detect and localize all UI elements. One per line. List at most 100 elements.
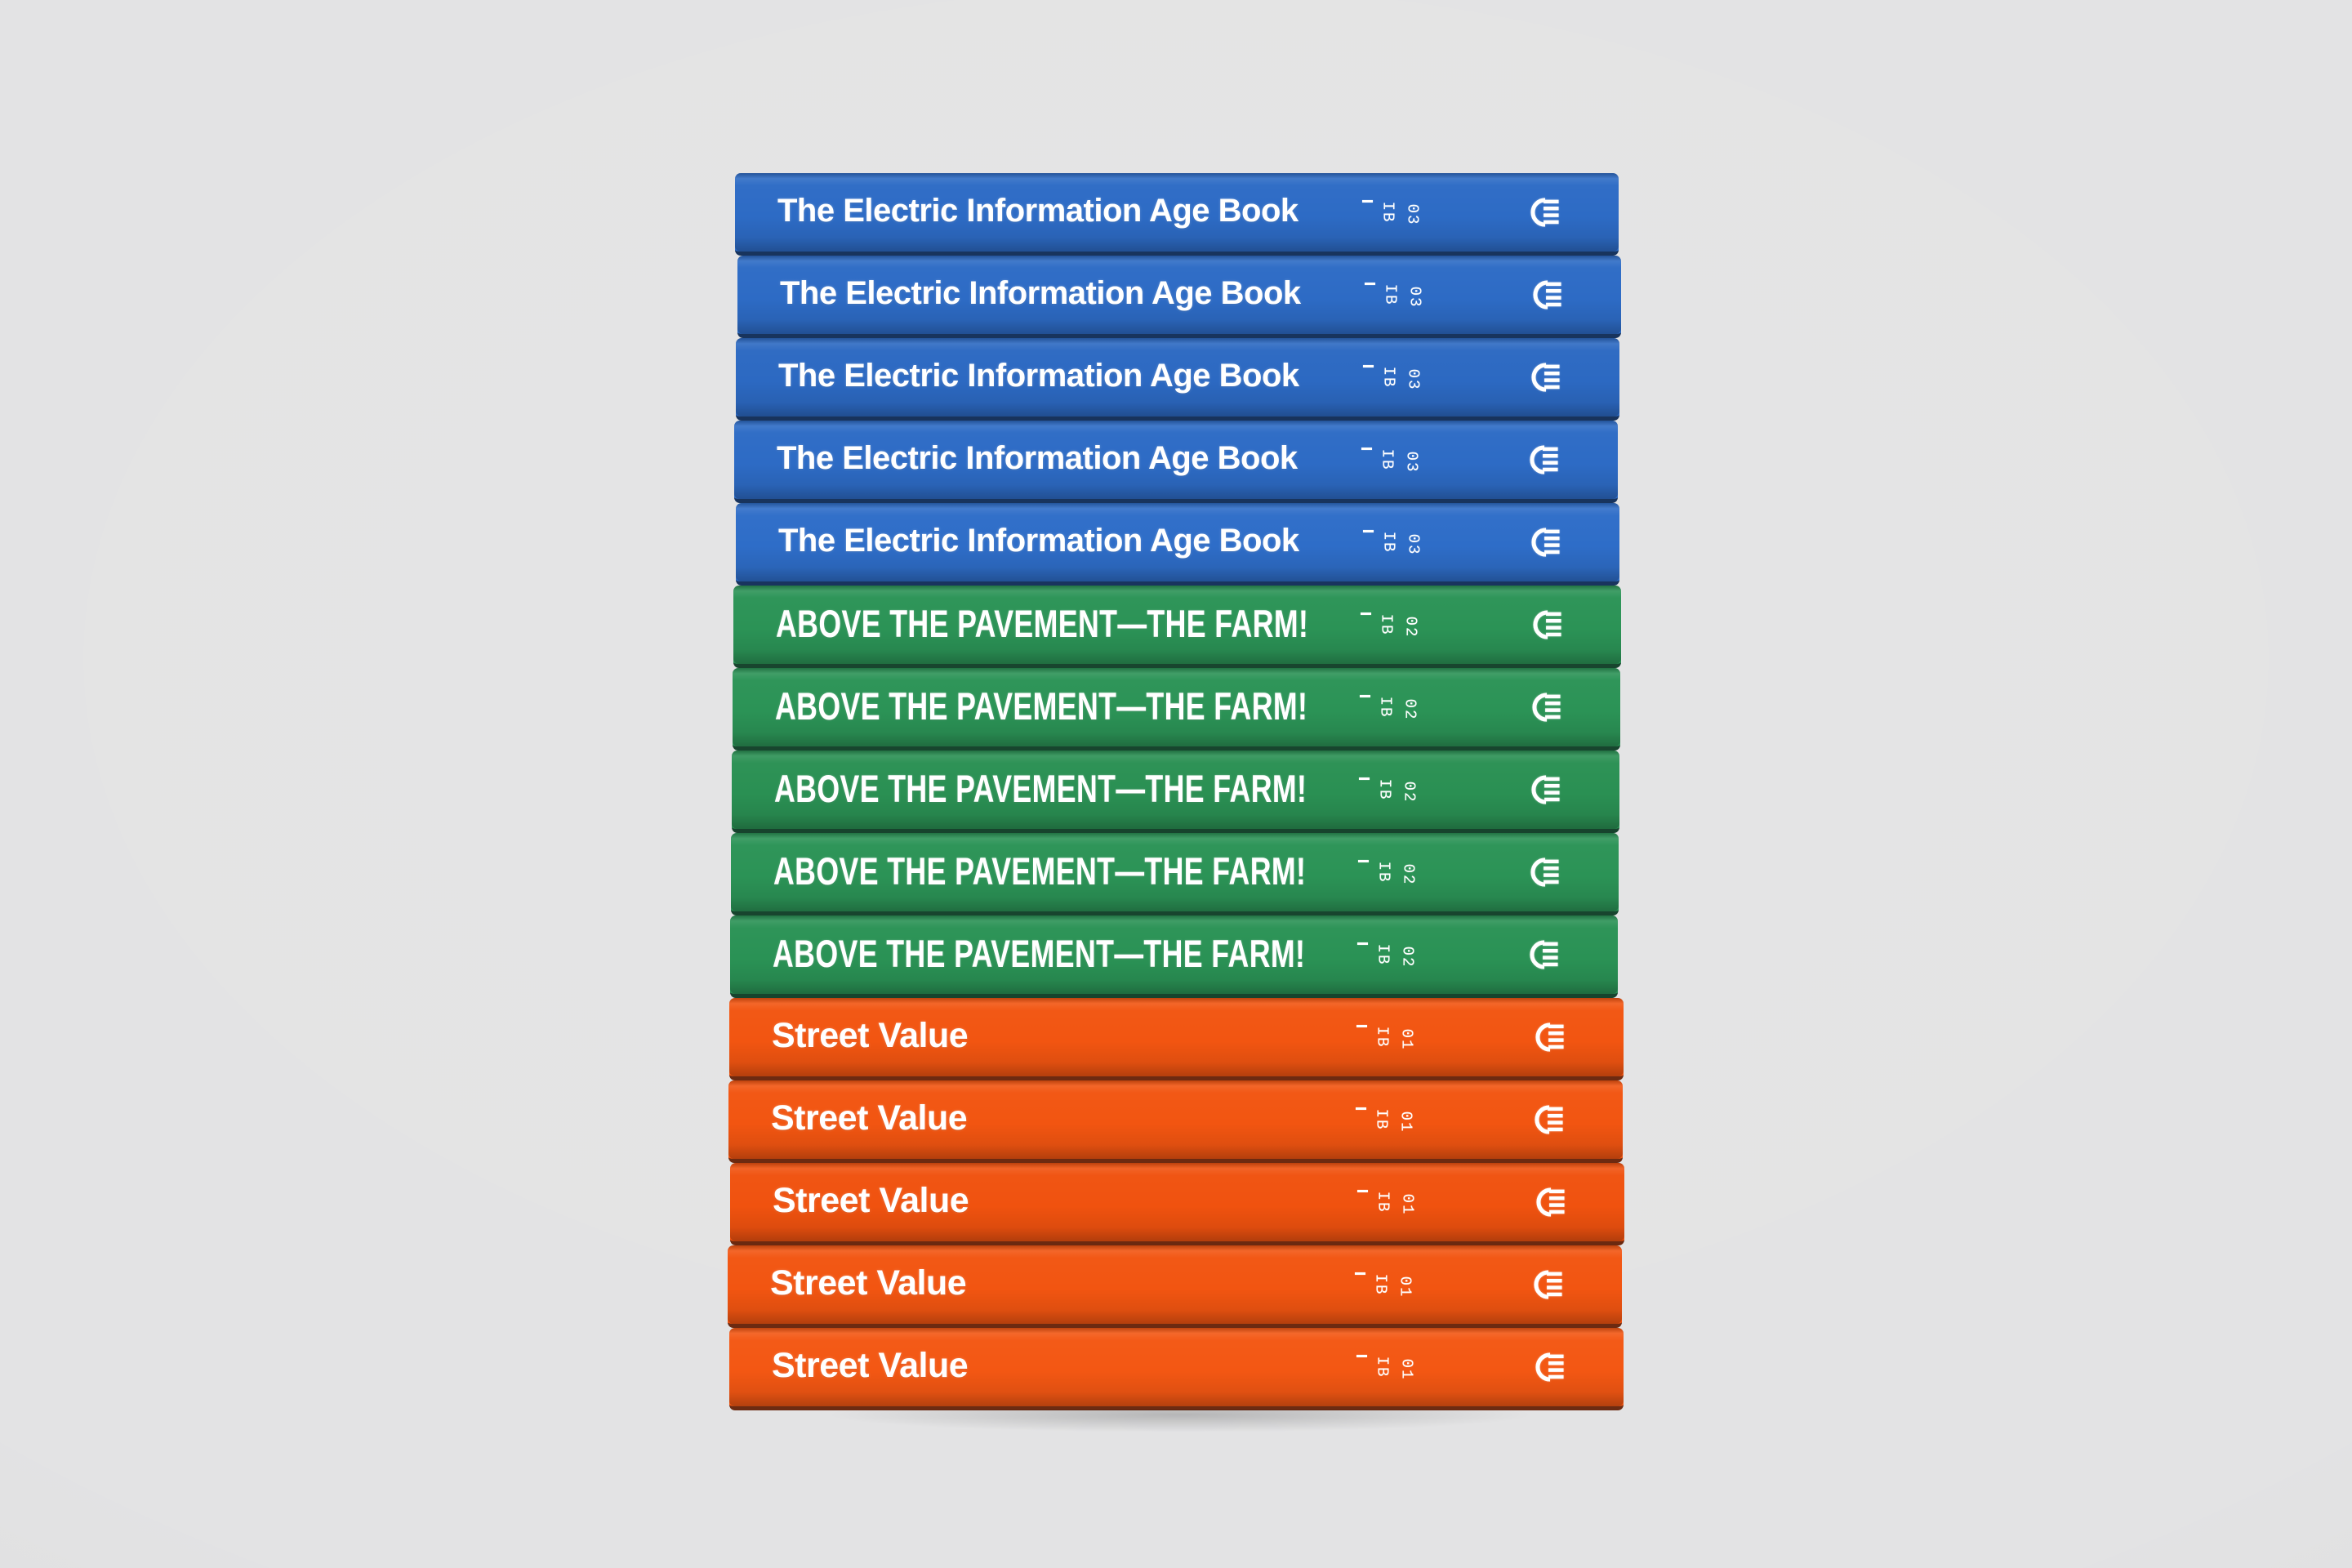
publisher-logo-icon	[1531, 528, 1560, 557]
series-code-block: IB 03	[1362, 194, 1421, 231]
series-code-number: 02	[1400, 781, 1418, 804]
book-spine: Street Value IB 01	[728, 1245, 1622, 1328]
series-code-letters-box: IB	[1372, 1101, 1390, 1138]
series-code-number: 01	[1397, 1358, 1415, 1381]
series-code-block: IB 02	[1360, 688, 1419, 726]
book-spine: ABOVE THE PAVEMENT—THE FARM! IB 02	[731, 833, 1619, 915]
series-code-number-box: 02	[1400, 773, 1418, 811]
spine-title: ABOVE THE PAVEMENT—THE FARM!	[774, 766, 1307, 810]
series-code-number-box: 01	[1396, 1103, 1414, 1141]
series-code-number-box: 02	[1398, 938, 1416, 976]
series-code-letters: IB	[1375, 778, 1393, 801]
series-code-block: IB 03	[1365, 276, 1423, 314]
series-code-number-box: 01	[1397, 1351, 1415, 1388]
spine-title: Street Value	[773, 1181, 969, 1221]
series-code-letters: IB	[1372, 1108, 1390, 1131]
series-code-letters: IB	[1379, 366, 1397, 389]
code-prefix-tick-icon	[1360, 694, 1370, 697]
code-prefix-tick-icon	[1363, 529, 1374, 532]
series-code-number-box: 02	[1401, 608, 1419, 646]
spine-title: The Electric Information Age Book	[778, 358, 1299, 394]
spine-title: The Electric Information Age Book	[780, 275, 1301, 312]
publisher-logo-icon	[1530, 858, 1559, 887]
code-prefix-tick-icon	[1356, 1354, 1367, 1357]
series-code-letters: IB	[1376, 696, 1394, 719]
code-prefix-tick-icon	[1358, 859, 1369, 862]
publisher-logo-icon	[1535, 1352, 1564, 1382]
series-code-block: IB 03	[1363, 523, 1422, 561]
series-code-block: IB 03	[1363, 359, 1422, 396]
book-spine: The Electric Information Age Book IB 03	[735, 173, 1619, 256]
series-code-letters-box: IB	[1375, 771, 1393, 808]
series-code-block: IB 02	[1357, 936, 1416, 973]
series-code-letters: IB	[1373, 1356, 1391, 1379]
series-code-letters-box: IB	[1381, 276, 1399, 314]
series-code-letters: IB	[1373, 1026, 1391, 1049]
publisher-logo-icon	[1534, 1270, 1562, 1299]
series-code-letters: IB	[1374, 943, 1392, 966]
series-code-number: 03	[1404, 533, 1422, 556]
series-code-letters: IB	[1381, 283, 1399, 306]
series-code-number: 01	[1396, 1276, 1414, 1298]
series-code-number: 03	[1404, 368, 1422, 391]
code-prefix-tick-icon	[1356, 1024, 1367, 1027]
code-prefix-tick-icon	[1357, 942, 1368, 945]
publisher-logo-icon	[1531, 363, 1560, 392]
series-code-letters-box: IB	[1379, 523, 1397, 561]
series-code-number-box: 02	[1399, 856, 1417, 893]
series-code-number-box: 01	[1396, 1268, 1414, 1306]
publisher-logo-icon	[1530, 198, 1559, 227]
series-code-number-box: 03	[1405, 278, 1423, 316]
series-code-block: IB 01	[1355, 1266, 1414, 1303]
series-code-letters: IB	[1379, 531, 1397, 554]
spine-title: ABOVE THE PAVEMENT—THE FARM!	[773, 849, 1307, 893]
spine-title: The Electric Information Age Book	[777, 440, 1298, 477]
spine-title: The Electric Information Age Book	[778, 523, 1299, 559]
series-code-letters-box: IB	[1379, 359, 1397, 396]
publisher-logo-icon	[1531, 775, 1560, 804]
series-code-letters: IB	[1374, 861, 1392, 884]
series-code-letters-box: IB	[1374, 853, 1392, 891]
series-code-number: 03	[1402, 451, 1420, 474]
series-code-letters: IB	[1371, 1273, 1389, 1296]
code-prefix-tick-icon	[1361, 612, 1371, 615]
code-prefix-tick-icon	[1356, 1107, 1366, 1110]
series-code-number: 03	[1405, 286, 1423, 309]
series-code-letters: IB	[1379, 201, 1396, 224]
code-prefix-tick-icon	[1362, 199, 1373, 203]
spine-title: ABOVE THE PAVEMENT—THE FARM!	[773, 931, 1306, 975]
spine-title: Street Value	[772, 1346, 969, 1386]
series-code-number: 01	[1397, 1028, 1415, 1051]
code-prefix-tick-icon	[1361, 447, 1372, 450]
publisher-logo-icon	[1532, 693, 1561, 722]
publisher-logo-icon	[1536, 1187, 1565, 1217]
stack-floor-shadow	[710, 1410, 1650, 1452]
book-spine: Street Value IB 01	[729, 1328, 1624, 1410]
spine-title: Street Value	[772, 1016, 969, 1056]
series-code-letters-box: IB	[1378, 441, 1396, 479]
publisher-logo-icon	[1530, 445, 1558, 474]
book-spine: Street Value IB 01	[729, 998, 1624, 1080]
book-spine: The Electric Information Age Book IB 03	[736, 503, 1619, 586]
series-code-block: IB 01	[1356, 1101, 1414, 1138]
book-spine: The Electric Information Age Book IB 03	[736, 338, 1619, 421]
publisher-logo-icon	[1533, 280, 1561, 310]
series-code-number-box: 03	[1404, 526, 1422, 564]
book-spine: ABOVE THE PAVEMENT—THE FARM! IB 02	[733, 586, 1621, 668]
publisher-logo-icon	[1533, 610, 1561, 639]
code-prefix-tick-icon	[1363, 364, 1374, 368]
series-code-letters-box: IB	[1379, 194, 1396, 231]
code-prefix-tick-icon	[1365, 282, 1375, 285]
series-code-letters-box: IB	[1376, 688, 1394, 726]
series-code-block: IB 01	[1356, 1348, 1415, 1386]
book-spine: ABOVE THE PAVEMENT—THE FARM! IB 02	[732, 751, 1619, 833]
series-code-number-box: 03	[1403, 196, 1421, 234]
series-code-block: IB 03	[1361, 441, 1420, 479]
series-code-letters-box: IB	[1374, 1183, 1392, 1221]
series-code-letters: IB	[1374, 1191, 1392, 1214]
spine-title: Street Value	[771, 1098, 968, 1138]
series-code-number: 02	[1399, 863, 1417, 886]
book-spine: ABOVE THE PAVEMENT—THE FARM! IB 02	[730, 915, 1618, 998]
series-code-letters-box: IB	[1374, 936, 1392, 973]
series-code-number-box: 03	[1404, 361, 1422, 399]
